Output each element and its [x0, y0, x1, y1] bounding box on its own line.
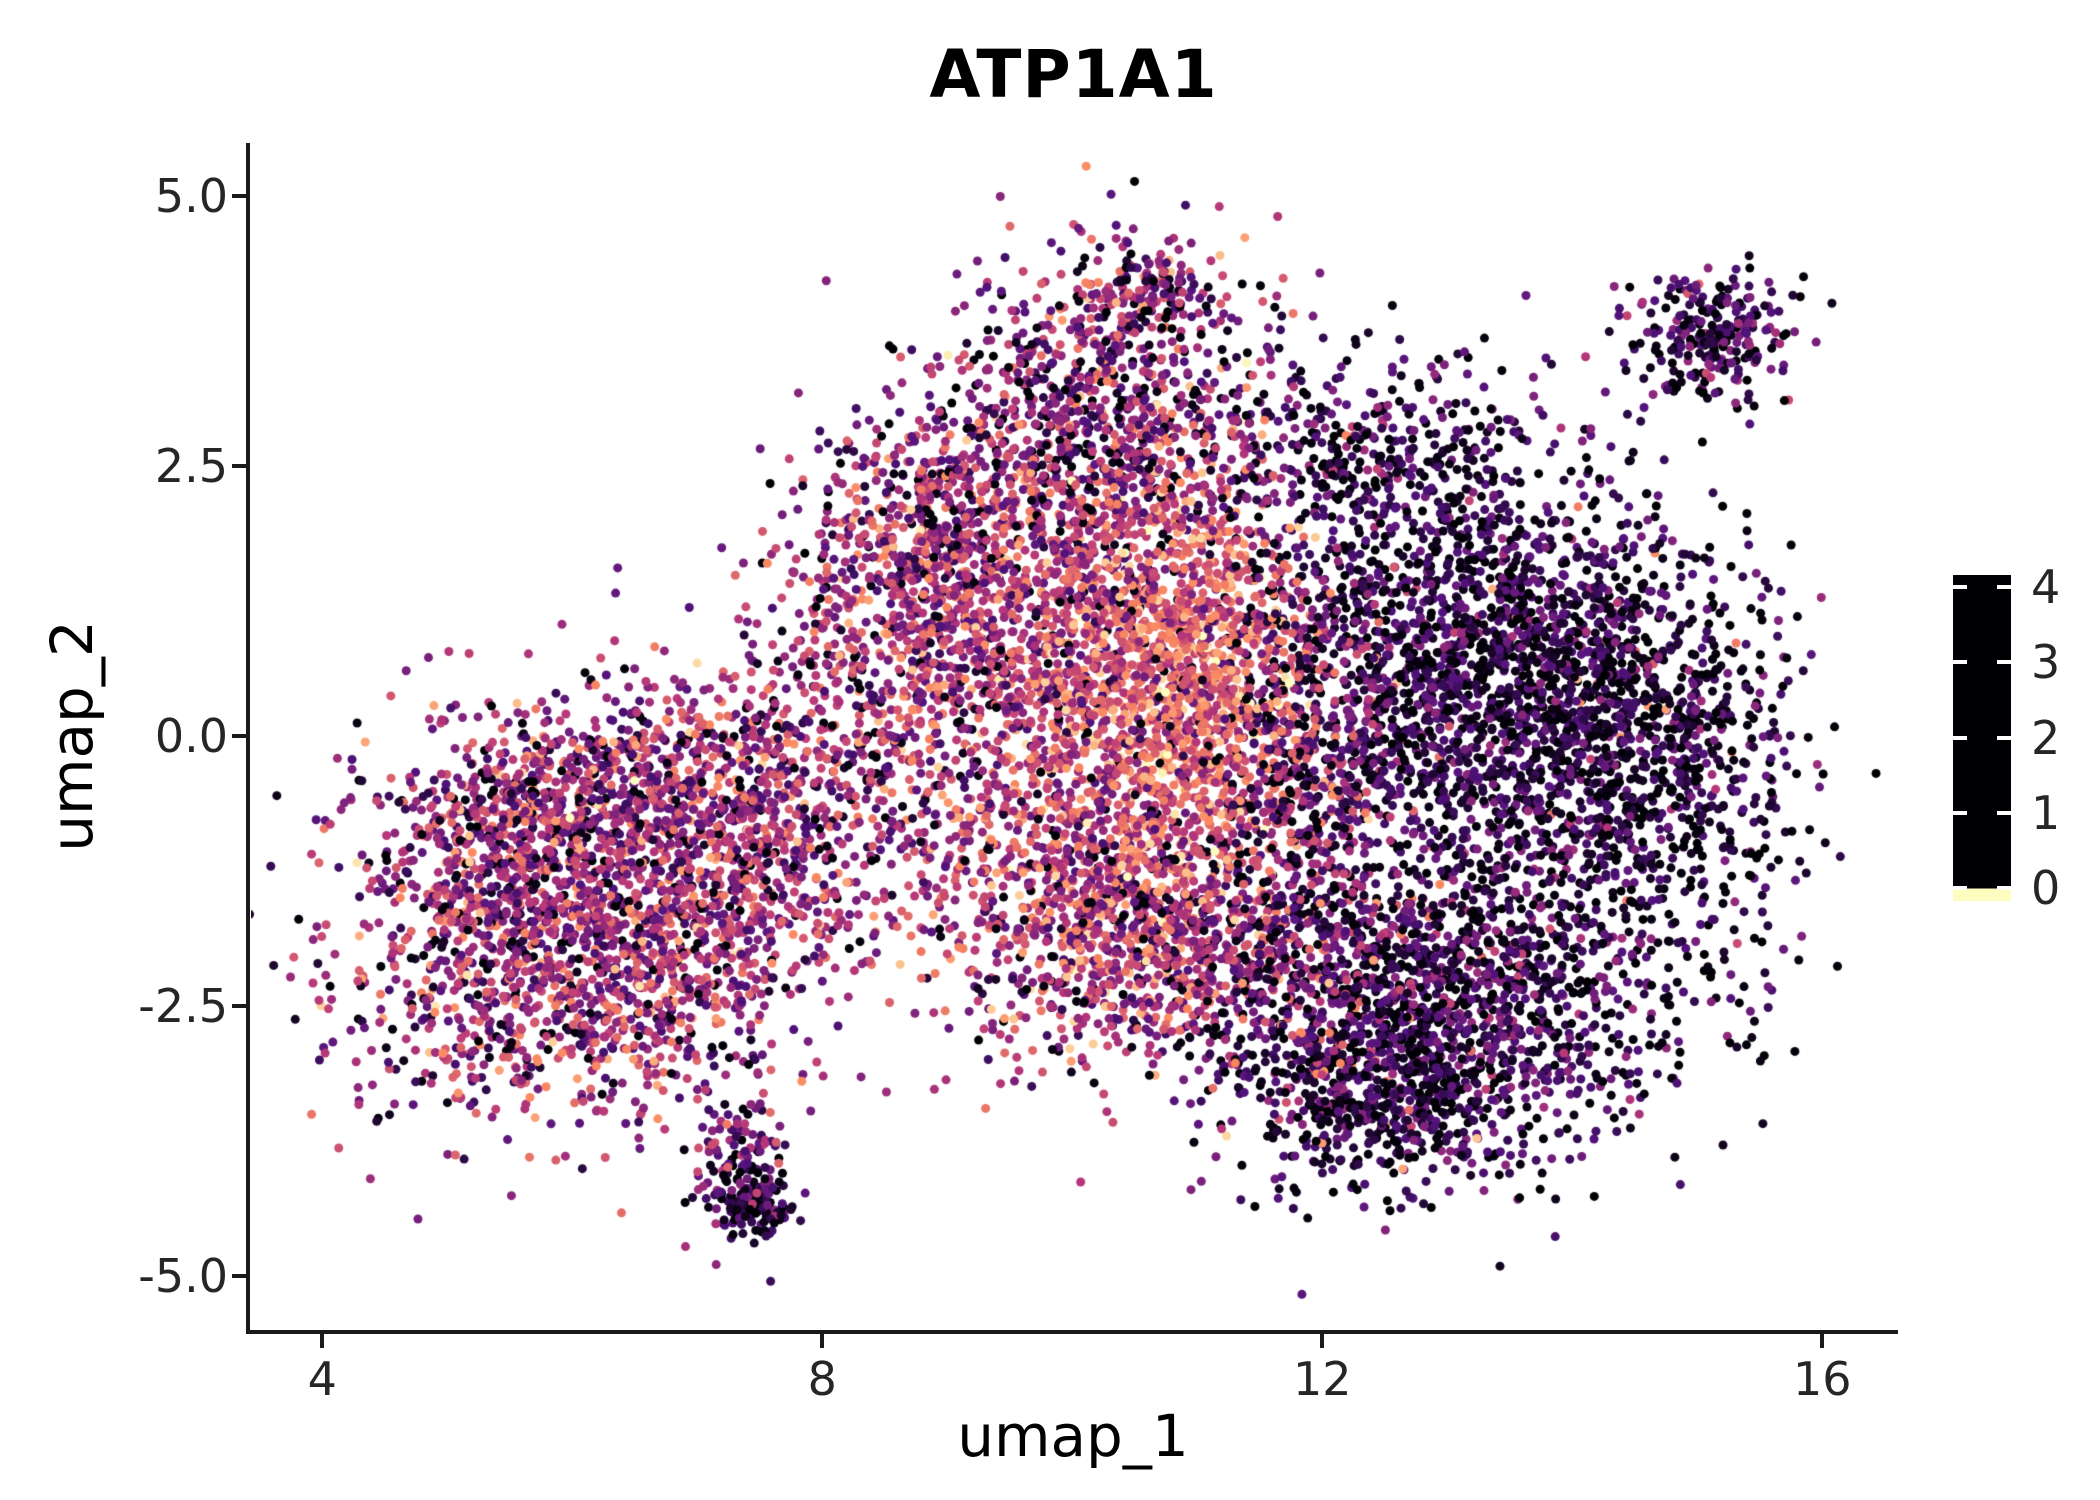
y-tick-mark [232, 1273, 246, 1278]
x-tick-mark [1320, 1334, 1325, 1348]
plot-title: ATP1A1 [929, 36, 1218, 113]
x-tick-mark [1820, 1334, 1825, 1348]
y-axis-title: umap_2 [38, 620, 106, 852]
colorbar [1953, 575, 2011, 901]
x-tick-label: 4 [307, 1352, 337, 1406]
colorbar-tick-label: 3 [2031, 635, 2061, 690]
x-tick-label: 12 [1292, 1352, 1352, 1406]
y-tick-label: -2.5 [138, 978, 228, 1033]
scatter-points-canvas [251, 143, 1896, 1330]
x-tick-label: 8 [807, 1352, 837, 1406]
colorbar-tick-label: 1 [2031, 785, 2061, 840]
y-tick-label: 5.0 [154, 168, 228, 223]
colorbar-gradient [1953, 575, 2011, 901]
x-axis-line [246, 1330, 1898, 1334]
y-tick-mark [232, 733, 246, 738]
y-tick-mark [232, 463, 246, 468]
colorbar-tick-label: 4 [2031, 560, 2061, 615]
y-tick-mark [232, 1003, 246, 1008]
colorbar-tick-label: 2 [2031, 710, 2061, 765]
x-tick-mark [820, 1334, 825, 1348]
x-axis-title: umap_1 [957, 1402, 1189, 1470]
y-axis-line [246, 143, 250, 1334]
y-tick-label: 2.5 [154, 438, 228, 493]
y-tick-label: -5.0 [138, 1248, 228, 1303]
colorbar-tick-label: 0 [2031, 861, 2061, 916]
y-tick-mark [232, 193, 246, 198]
x-tick-label: 16 [1792, 1352, 1852, 1406]
x-tick-mark [320, 1334, 325, 1348]
